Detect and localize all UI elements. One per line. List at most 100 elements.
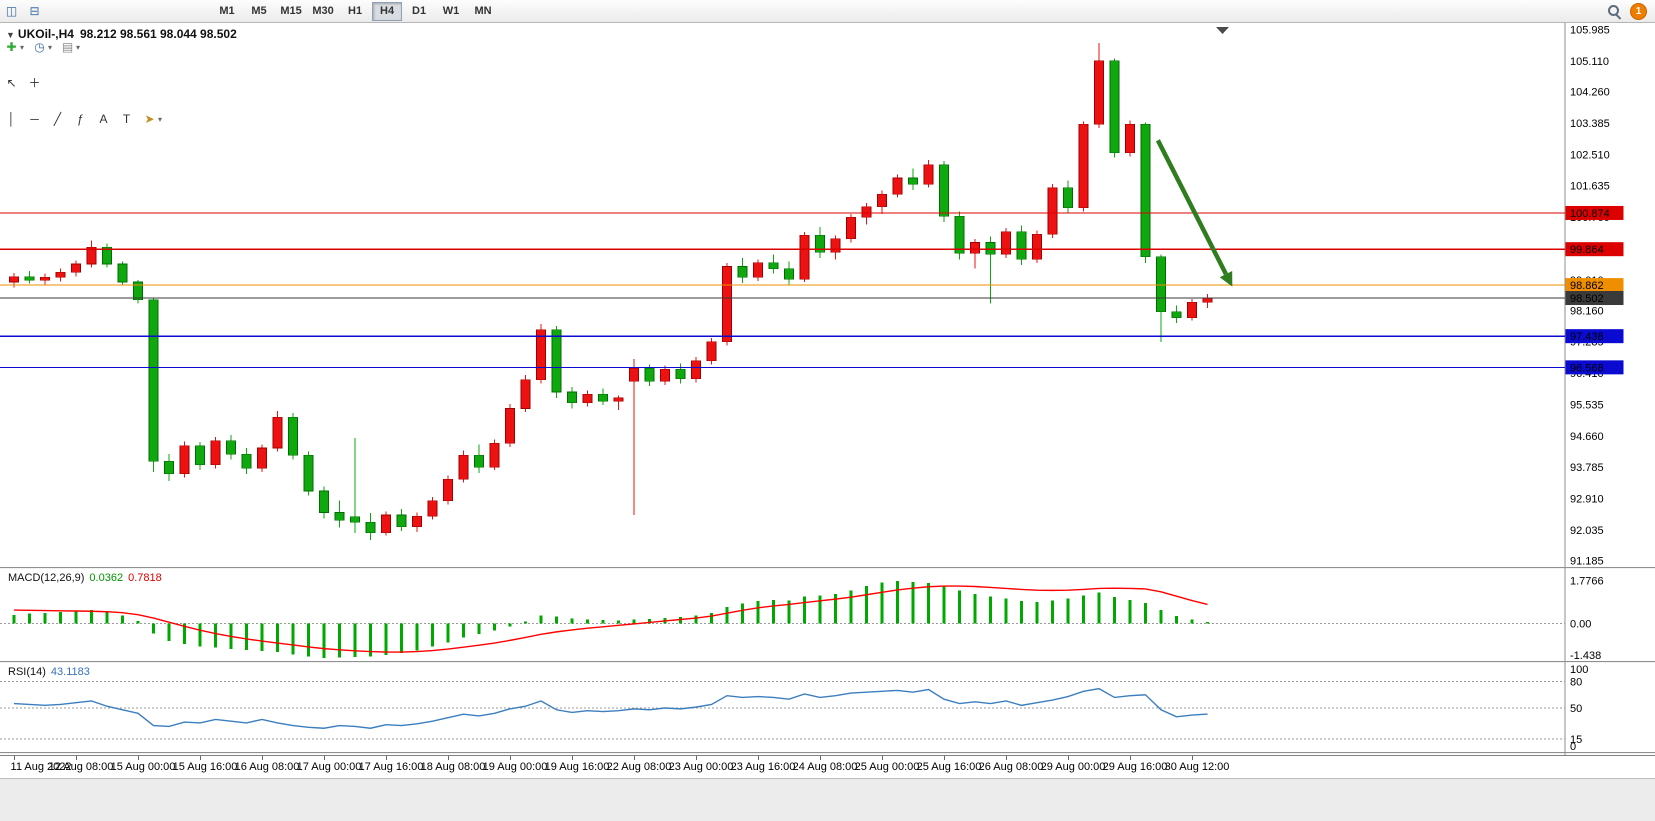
macd-signal-value: 0.7818 — [128, 572, 162, 584]
timeframe-m15[interactable]: M15 — [280, 5, 302, 17]
time-axis[interactable]: 11 Aug 2022 12 Aug 08:00 15 Aug 00:00 15 Au… — [0, 755, 1655, 778]
add-indicator-icon[interactable]: ✚ ▾ — [0, 37, 28, 57]
candle — [567, 391, 577, 404]
arrange-horizontal-icon[interactable]: ⊟ — [23, 1, 46, 21]
trend-arrow-annotation[interactable] — [1155, 139, 1228, 276]
arrange-horizontal-icon: ⊟ — [29, 4, 40, 18]
cascade-windows-icon[interactable]: ◫ — [0, 1, 23, 21]
text-tool-icon: A — [99, 112, 108, 126]
candle — [877, 193, 887, 207]
timeframe-m5[interactable]: M5 — [251, 5, 267, 17]
svg-text:98.862: 98.862 — [1570, 280, 1604, 292]
candle — [381, 514, 391, 534]
candle — [458, 454, 469, 480]
price-scale-tick: 105.985 — [1570, 25, 1610, 37]
toolbar-groups: ▤新订单◆◨◉▶自动交易▂▅▃▌▐∿⊕⊖⊞◫⊟✚▾◷▾▤▾↖＋│─╱ƒAT➤▾ — [0, 0, 203, 130]
time-tick — [262, 756, 263, 760]
candle — [210, 440, 221, 466]
chart-shift-marker[interactable] — [1216, 27, 1229, 34]
rsi-scale-tick: 100 — [1570, 664, 1588, 676]
rsi-scale-tick: 80 — [1570, 677, 1582, 689]
arrows-tool-icon[interactable]: ➤ ▾ — [138, 109, 166, 129]
candle — [505, 408, 515, 444]
template-icon-dropdown[interactable]: ▾ — [76, 42, 81, 52]
candle — [427, 500, 438, 517]
candle — [923, 164, 934, 185]
macd-label: MACD(12,26,9) 0.0362 0.7818 — [8, 572, 162, 584]
price-scale-tick: 91.185 — [1570, 555, 1604, 567]
candle — [489, 442, 500, 468]
candle — [396, 514, 407, 528]
timeframe-h1[interactable]: H1 — [348, 5, 363, 17]
rsi-scale-tick: 0 — [1570, 741, 1576, 753]
candles — [9, 42, 1213, 541]
text-label-icon: T — [122, 112, 131, 126]
candle — [288, 416, 298, 456]
vertical-line-icon[interactable]: │ — [0, 109, 23, 129]
crosshair-icon[interactable]: ＋ — [23, 73, 46, 93]
toolbar-group-cursor: ↖ ＋ — [0, 72, 203, 94]
chevron-down-icon[interactable]: ▼ — [6, 30, 15, 40]
time-tick — [1006, 756, 1007, 760]
macd-histogram — [12, 581, 1209, 658]
text-label-icon[interactable]: T — [115, 109, 138, 129]
template-icon[interactable]: ▤ ▾ — [56, 37, 84, 57]
price-badge-99.864 — [1565, 242, 1624, 257]
candle — [939, 164, 949, 217]
add-indicator-icon-dropdown[interactable]: ▾ — [20, 42, 25, 52]
periods-icon[interactable]: ◷ ▾ — [28, 37, 56, 57]
search-icon[interactable] — [1607, 4, 1622, 19]
candle — [102, 246, 112, 265]
candle — [350, 516, 360, 523]
periods-icon-dropdown[interactable]: ▾ — [48, 42, 53, 52]
svg-text:98.502: 98.502 — [1570, 293, 1604, 305]
macd-main-value: 0.0362 — [89, 572, 124, 584]
candle — [737, 266, 748, 278]
candle — [86, 246, 97, 265]
candle — [1078, 123, 1089, 209]
cursor-icon[interactable]: ↖ — [0, 73, 23, 93]
toolbar-group-insert: ✚ ▾ ◷ ▾ ▤ ▾ — [0, 36, 203, 58]
candle — [71, 263, 81, 273]
candle — [303, 454, 314, 492]
candle — [598, 393, 608, 402]
candle — [1016, 231, 1027, 260]
timeframe-h4[interactable]: H4 — [372, 1, 403, 21]
template-icon: ▤ — [61, 40, 74, 54]
cursor-icon: ↖ — [6, 76, 17, 90]
time-tick — [882, 756, 883, 760]
timeframe-m1[interactable]: M1 — [219, 5, 235, 17]
time-axis-label: 17 Aug 00:00 — [296, 761, 362, 773]
time-tick — [510, 756, 511, 760]
candle — [1001, 231, 1011, 255]
timeframe-mn[interactable]: MN — [474, 5, 492, 17]
time-axis-label: 19 Aug 00:00 — [482, 761, 548, 773]
candle — [1171, 311, 1182, 319]
trendline-icon: ╱ — [53, 112, 62, 126]
fibonacci-icon[interactable]: ƒ — [69, 109, 92, 129]
toolbar-group-arrange: ◫ ⊟ — [0, 0, 203, 22]
text-tool-icon[interactable]: A — [92, 109, 115, 129]
notification-badge[interactable]: 1 — [1630, 2, 1647, 20]
svg-text:97.438: 97.438 — [1570, 331, 1604, 343]
chart-title: ▼ UKOil-,H4 98.212 98.561 98.044 98.502 — [6, 27, 237, 41]
main-toolbar: ▤新订单◆◨◉▶自动交易▂▅▃▌▐∿⊕⊖⊞◫⊟✚▾◷▾▤▾↖＋│─╱ƒAT➤▾ … — [0, 0, 1655, 126]
toolbar-right: 1 — [1607, 2, 1655, 20]
timeframe-w1[interactable]: W1 — [442, 5, 460, 17]
timeframe-m30[interactable]: M30 — [312, 5, 334, 17]
candle — [970, 242, 980, 254]
time-tick — [200, 756, 201, 760]
candle — [133, 281, 143, 301]
time-tick — [572, 756, 573, 760]
toolbar-group-draw: │ ─ ╱ ƒ A T ➤ ▾ — [0, 108, 203, 130]
horizontal-line-icon[interactable]: ─ — [23, 109, 46, 129]
time-axis-label: 17 Aug 16:00 — [358, 761, 424, 773]
timeframe-d1[interactable]: D1 — [412, 5, 427, 17]
candle — [334, 512, 345, 521]
arrows-tool-icon-dropdown[interactable]: ▾ — [158, 114, 163, 124]
candle — [226, 440, 236, 455]
candle — [241, 453, 252, 469]
trendline-icon[interactable]: ╱ — [46, 109, 69, 129]
rsi-label: RSI(14) 43.1183 — [8, 666, 90, 678]
